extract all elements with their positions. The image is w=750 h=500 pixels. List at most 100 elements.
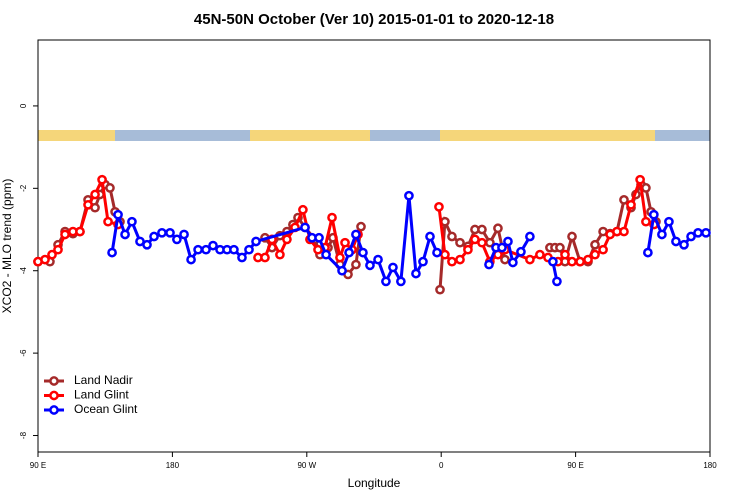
data-point — [686, 231, 696, 242]
data-point — [251, 236, 261, 247]
data-point — [113, 209, 123, 220]
data-point — [300, 222, 310, 233]
data-point — [455, 254, 465, 265]
data-point — [619, 195, 629, 205]
data-point — [381, 276, 391, 287]
data-point — [679, 239, 689, 250]
data-point — [619, 226, 629, 237]
x-tick-label: 90 W — [297, 461, 316, 470]
data-point — [525, 254, 535, 265]
series-line — [110, 195, 706, 287]
data-point — [575, 256, 585, 267]
data-point — [229, 244, 239, 255]
data-point — [53, 244, 63, 255]
legend-label: Land Nadir — [74, 373, 133, 387]
data-point — [201, 244, 211, 255]
data-point — [463, 244, 473, 255]
data-point — [105, 183, 115, 193]
data-point — [103, 216, 113, 227]
y-tick-label: -4 — [19, 267, 28, 275]
data-point — [503, 236, 513, 247]
data-point — [411, 268, 421, 279]
data-point — [237, 252, 247, 263]
data-point — [440, 249, 450, 260]
data-point — [327, 212, 337, 223]
data-point — [598, 244, 608, 255]
data-point — [418, 256, 428, 267]
plot-frame — [37, 39, 711, 453]
data-point — [693, 227, 703, 238]
data-point — [358, 247, 368, 258]
x-tick-label: 0 — [439, 461, 444, 470]
data-point — [208, 240, 218, 251]
data-point — [337, 265, 347, 276]
data-point — [447, 256, 457, 267]
data-point — [626, 199, 636, 210]
data-point — [567, 231, 577, 242]
data-point — [435, 284, 445, 295]
data-point — [193, 244, 203, 255]
data-point — [560, 249, 570, 260]
data-point — [275, 249, 285, 260]
data-point — [664, 216, 674, 227]
data-point — [365, 260, 375, 271]
data-point — [40, 254, 50, 265]
data-point — [314, 232, 324, 243]
data-point — [447, 231, 457, 242]
x-tick-label: 90 E — [567, 461, 583, 470]
data-point — [97, 174, 107, 185]
data-point — [260, 252, 270, 263]
data-point — [351, 229, 361, 240]
data-point — [477, 237, 487, 248]
data-point — [525, 231, 535, 242]
data-point — [477, 224, 487, 235]
data-point — [142, 239, 152, 250]
chart-title: 45N-50N October (Ver 10) 2015-01-01 to 2… — [194, 11, 554, 28]
legend-marker — [49, 405, 59, 415]
legend-marker — [49, 376, 59, 386]
data-point — [47, 249, 57, 260]
data-point — [671, 236, 681, 247]
data-point — [548, 256, 558, 267]
data-point — [83, 199, 93, 210]
data-point — [635, 174, 645, 185]
data-point — [344, 247, 354, 258]
data-point — [179, 229, 189, 240]
data-point — [321, 249, 331, 260]
data-point — [127, 216, 137, 227]
x-tick-label: 90 E — [30, 461, 46, 470]
data-point — [567, 256, 577, 267]
data-point — [186, 254, 196, 265]
data-point — [641, 216, 651, 227]
data-point — [60, 229, 70, 240]
data-point — [107, 247, 117, 258]
data-point — [351, 259, 361, 270]
legend-label: Ocean Glint — [74, 402, 138, 416]
data-point — [455, 237, 465, 248]
data-point — [157, 227, 167, 238]
data-point — [583, 254, 593, 265]
data-point — [641, 183, 651, 193]
data-point — [335, 252, 345, 263]
data-point — [432, 247, 442, 258]
data-point — [165, 227, 175, 238]
y-tick-label: -6 — [19, 349, 28, 357]
data-point — [340, 237, 350, 248]
x-tick-label: 180 — [703, 461, 717, 470]
y-tick-label: -8 — [19, 431, 28, 439]
y-tick-label: 0 — [19, 103, 28, 108]
data-point — [356, 221, 366, 232]
legend-marker — [49, 390, 59, 401]
map-strip — [38, 130, 710, 141]
x-tick-label: 180 — [166, 461, 180, 470]
data-point — [90, 189, 100, 200]
data-point — [555, 242, 565, 253]
data-point — [500, 254, 510, 265]
data-point — [552, 276, 562, 287]
data-point — [434, 202, 444, 212]
data-point — [701, 227, 711, 238]
data-point — [516, 246, 526, 257]
data-point — [535, 249, 545, 260]
data-point — [493, 223, 503, 234]
data-point — [388, 262, 398, 273]
